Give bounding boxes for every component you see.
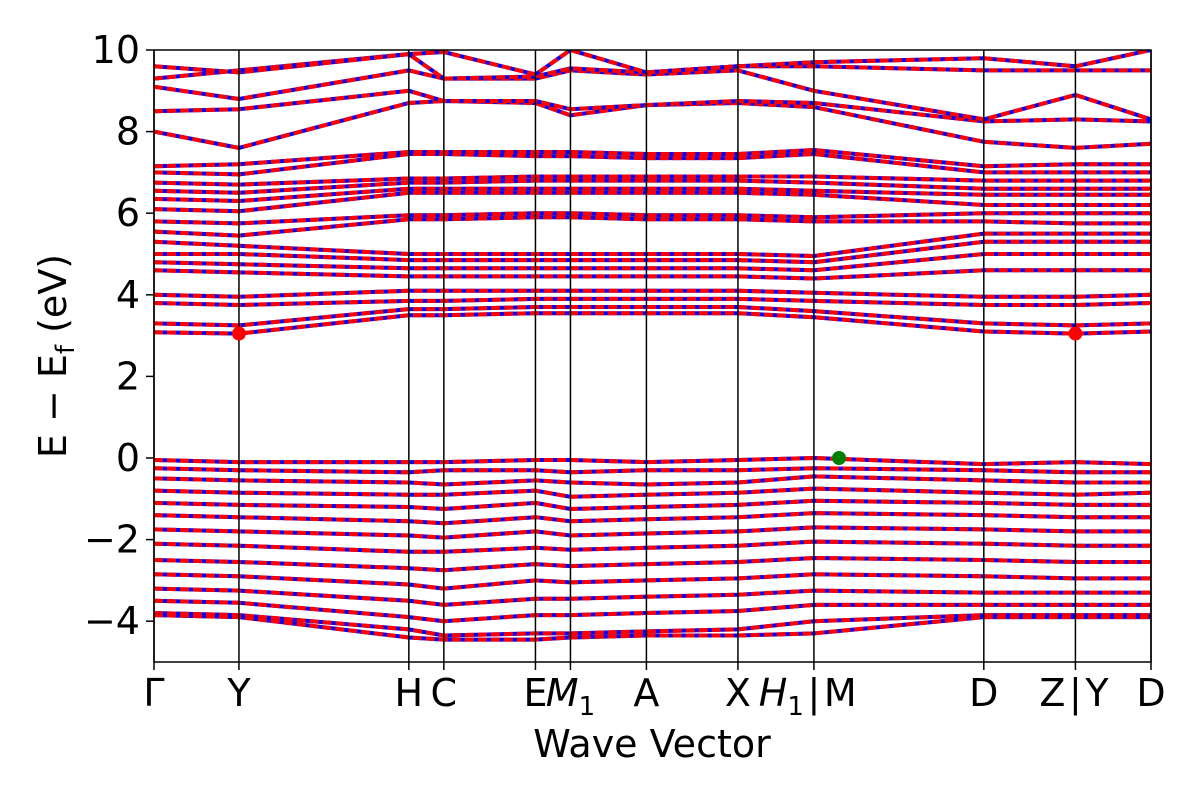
x-tick-label-text: H xyxy=(759,671,788,715)
x-tick-label: Γ xyxy=(143,671,164,715)
band-line-spin-up xyxy=(154,268,1151,281)
band-line-spin-up xyxy=(154,613,1151,642)
band-line-spin-up xyxy=(154,88,1151,124)
x-tick-label-subscript: 1 xyxy=(787,692,804,722)
cbm-marker xyxy=(231,326,246,341)
x-tick-label-text: Y xyxy=(1084,671,1109,715)
x-tick-label: X xyxy=(725,671,751,715)
band-line-spin-down xyxy=(154,68,1151,122)
band-line-spin-up xyxy=(154,311,1151,336)
band-line-spin-up xyxy=(154,498,1151,512)
y-axis-label-main: E − E xyxy=(31,354,75,458)
x-tick-label-text: M xyxy=(824,671,857,715)
x-axis-ticks: Γ Y H C EM1 A X H1 | M D Z | Y D xyxy=(143,662,1166,722)
band-line-spin-up xyxy=(154,174,1151,187)
extrema-markers xyxy=(231,326,1083,465)
band-line-spin-up xyxy=(154,511,1151,526)
x-tick-label: M1 xyxy=(546,671,595,722)
cbm-marker xyxy=(1068,326,1083,341)
band-line-spin-up xyxy=(154,466,1151,475)
band-line-spin-up xyxy=(154,50,1151,77)
bands-layer xyxy=(154,50,1151,642)
x-tick-label: D xyxy=(1136,671,1165,715)
x-tick-label: D xyxy=(969,671,998,715)
x-tick-label: Y xyxy=(1084,671,1109,715)
vbm-marker xyxy=(832,451,847,465)
y-tick-label: 2 xyxy=(116,354,140,398)
band-line-spin-up xyxy=(154,539,1151,554)
band-line-spin-up xyxy=(154,525,1151,540)
band-line-spin-up xyxy=(154,288,1151,299)
x-tick-label-text: Γ xyxy=(143,671,164,715)
x-tick-label-text: A xyxy=(633,671,659,715)
band-line-spin-up xyxy=(154,178,1151,195)
y-tick-label: 4 xyxy=(116,273,140,317)
x-tick-label: | xyxy=(1069,671,1082,716)
x-tick-label: | xyxy=(808,671,821,716)
band-line-spin-up xyxy=(154,68,1151,122)
band-line-spin-up xyxy=(154,486,1151,499)
band-line-spin-up xyxy=(154,98,1151,150)
x-axis-label: Wave Vector xyxy=(533,722,771,766)
x-tick-label-subscript: 1 xyxy=(579,692,596,722)
x-tick-label-text: C xyxy=(431,671,458,715)
band-line-spin-up xyxy=(154,296,1151,308)
x-tick-label: A xyxy=(633,671,659,715)
band-line-spin-up xyxy=(154,455,1151,467)
x-tick-label: C xyxy=(431,671,458,715)
band-line-spin-up xyxy=(154,555,1151,573)
y-axis-label: E − Ef (eV) xyxy=(31,254,81,458)
y-tick-label: 6 xyxy=(116,191,140,235)
plot-frame xyxy=(153,49,1152,663)
band-line-spin-up xyxy=(154,239,1151,265)
x-tick-label: Z xyxy=(1039,671,1065,715)
y-tick-label: −2 xyxy=(84,518,140,562)
x-tick-label: M xyxy=(824,671,857,715)
x-tick-label-text: Y xyxy=(226,671,251,715)
x-tick-label-text: Z xyxy=(1039,671,1065,715)
x-tick-label-text: M xyxy=(546,671,579,715)
band-line-spin-up xyxy=(154,572,1151,591)
band-line-spin-up xyxy=(154,474,1151,487)
x-tick-label-text: | xyxy=(808,671,821,716)
x-tick-label: H xyxy=(395,671,424,715)
band-line-spin-up xyxy=(154,147,1151,169)
x-tick-label: H1 xyxy=(759,671,804,722)
band-line-spin-up xyxy=(154,598,1151,624)
band-line-spin-up xyxy=(154,215,1151,238)
y-axis-ticks: −4 −2 0 2 4 6 8 10 xyxy=(84,28,154,643)
y-tick-label: 8 xyxy=(116,110,140,154)
y-tick-label: 10 xyxy=(92,28,140,72)
x-tick-label-text: | xyxy=(1069,671,1082,716)
x-tick-label-text: E xyxy=(523,671,547,715)
band-line-spin-up xyxy=(154,586,1151,607)
x-tick-label-text: H xyxy=(395,671,424,715)
band-line-spin-up xyxy=(154,190,1151,214)
x-tick-label: E xyxy=(523,671,547,715)
y-axis-label-unit: (eV) xyxy=(31,254,75,345)
band-line-spin-up xyxy=(154,231,1151,259)
x-tick-label-text: D xyxy=(1136,671,1165,715)
band-line-spin-up xyxy=(154,151,1151,177)
band-line-spin-up xyxy=(154,186,1151,204)
band-line-spin-up xyxy=(154,305,1151,328)
y-axis-label-subscript: f xyxy=(51,344,81,354)
y-tick-label: −4 xyxy=(84,599,140,643)
x-tick-label: Y xyxy=(226,671,251,715)
band-line-spin-down xyxy=(154,98,1151,150)
band-line-spin-up xyxy=(154,211,1151,226)
x-tick-label-text: D xyxy=(969,671,998,715)
y-tick-label: 0 xyxy=(116,436,140,480)
plot-area xyxy=(153,49,1152,663)
x-tick-label-text: X xyxy=(725,671,751,715)
band-line-spin-up xyxy=(154,252,1151,273)
